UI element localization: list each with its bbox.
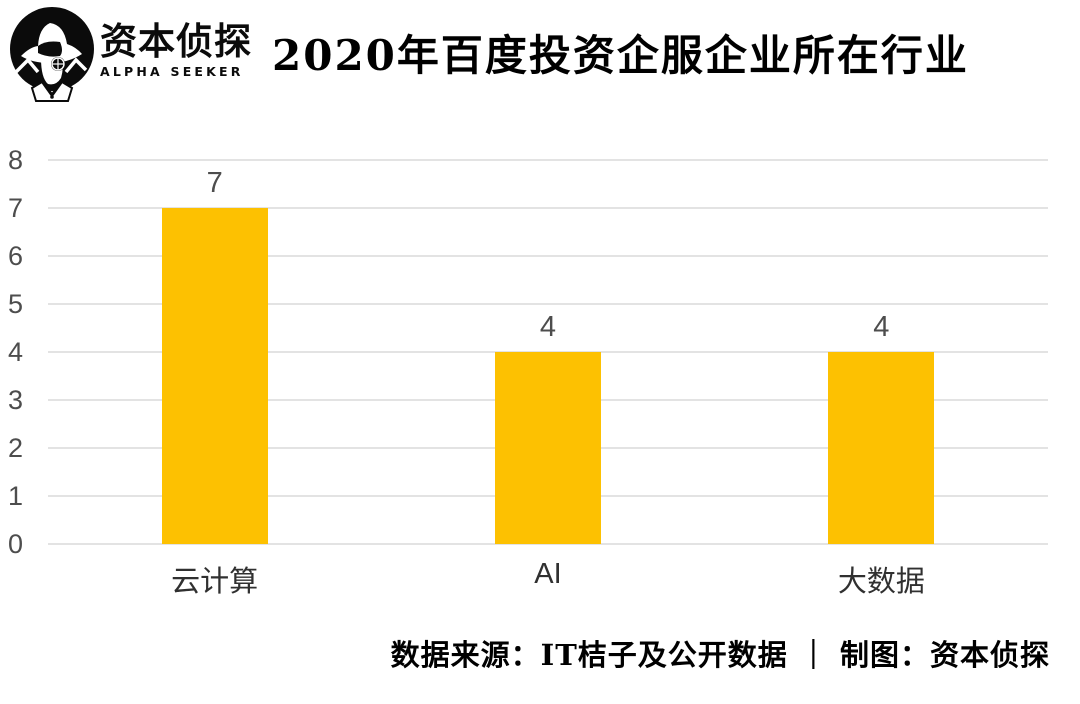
y-axis-tick-label: 2 (8, 433, 24, 463)
x-axis-category-label: AI (534, 558, 562, 590)
source-credit-text: 数据来源：IT桔子及公开数据 ｜ 制图：资本侦探 (390, 638, 1050, 672)
y-axis-tick-label: 8 (8, 145, 24, 175)
gridline-y5 (48, 303, 1048, 305)
logo-name-en: ALPHA SEEKER (100, 64, 244, 79)
logo-name-cn: 资本侦探 (100, 20, 252, 63)
bar-value-label: 4 (539, 311, 557, 343)
y-axis-tick-label: 7 (8, 193, 24, 223)
bar-value-label: 7 (206, 167, 223, 199)
bar-大数据 (828, 352, 935, 544)
y-axis-tick-label: 3 (8, 385, 24, 415)
y-axis-tick-label: 5 (8, 289, 24, 319)
bar-value-label: 4 (873, 311, 890, 343)
x-axis-category-label: 云计算 (171, 566, 259, 598)
y-axis-tick-label: 0 (8, 529, 24, 559)
alpha-seeker-detective-logo-icon (10, 7, 94, 102)
logo-wordmark: 资本侦探 ALPHA SEEKER (100, 20, 252, 80)
gridline-y0 (48, 543, 1048, 545)
x-axis-category-label: 大数据 (837, 566, 925, 598)
gridline-y7 (48, 207, 1048, 209)
page-title: 2020年百度投资企服企业所在行业 (272, 31, 969, 80)
y-axis-tick-label: 4 (8, 337, 24, 367)
bar-云计算 (161, 208, 268, 544)
gridline-y6 (48, 255, 1048, 257)
gridline-y8 (48, 159, 1048, 161)
y-axis-tick-label: 1 (8, 481, 24, 511)
y-axis-tick-label: 6 (8, 241, 24, 271)
plot-area: 7 4 4 (48, 159, 1048, 545)
bar-AI (495, 352, 601, 544)
